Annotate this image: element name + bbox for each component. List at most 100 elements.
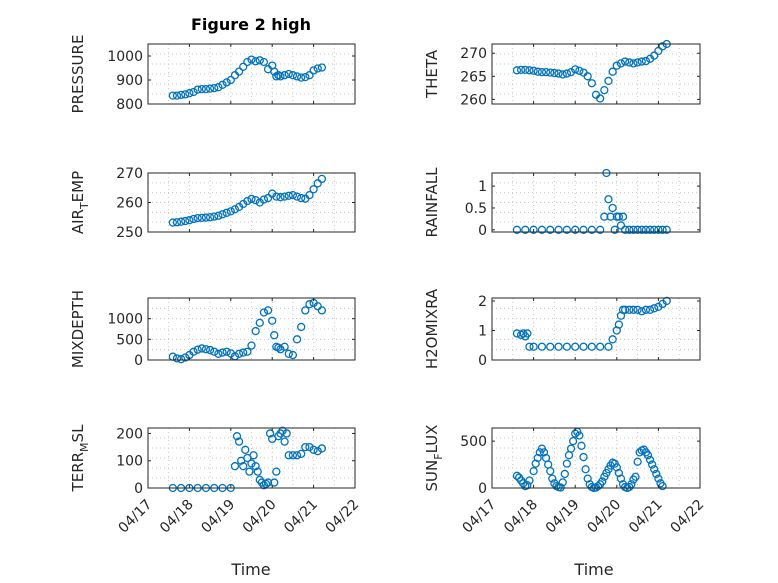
data-point xyxy=(610,225,619,234)
data-point xyxy=(579,342,588,351)
y-tick-label: 260 xyxy=(460,92,487,108)
x-axis-label-left: Time xyxy=(230,560,270,579)
data-point xyxy=(241,445,250,454)
data-point xyxy=(620,57,630,66)
data-point xyxy=(537,68,547,77)
data-point xyxy=(197,84,206,94)
data-point xyxy=(313,302,322,311)
data-point xyxy=(243,347,252,356)
x-axis-label-right: Time xyxy=(573,560,613,579)
subplot-5: 0 500 1000 MIXDEPTH xyxy=(69,290,356,369)
data-point xyxy=(571,65,580,74)
data-point xyxy=(645,225,655,234)
y-tick-label: 270 xyxy=(460,46,487,62)
data-point xyxy=(575,431,584,440)
data-point xyxy=(265,429,275,438)
data-point xyxy=(616,474,626,483)
data-point xyxy=(201,213,211,222)
data-point xyxy=(305,442,314,452)
data-point xyxy=(554,69,563,78)
data-point xyxy=(205,213,215,222)
data-point xyxy=(650,51,659,60)
y-axis-label: SUNFLUX xyxy=(423,425,445,492)
data-point xyxy=(243,196,252,206)
data-point xyxy=(234,349,244,358)
y-tick-label: 500 xyxy=(116,332,143,348)
data-point xyxy=(583,474,592,483)
data-point xyxy=(654,474,663,483)
data-point xyxy=(596,94,605,103)
data-point xyxy=(176,217,186,226)
data-point xyxy=(629,305,638,314)
x-tick-label: 04/20 xyxy=(240,497,280,537)
y-tick-label: 200 xyxy=(116,426,143,442)
data-point xyxy=(541,68,551,77)
data-point xyxy=(606,212,615,221)
data-point xyxy=(185,216,194,225)
data-point xyxy=(261,479,271,489)
data-point xyxy=(245,467,254,476)
data-point xyxy=(259,481,269,490)
data-point xyxy=(185,89,194,98)
y-axis-label: MIXDEPTH xyxy=(69,290,87,368)
data-point xyxy=(554,225,563,234)
data-point xyxy=(625,58,634,67)
data-point xyxy=(633,225,642,234)
subplot-8: 0 500 04/17 04/18 04/19 04/20 04/21 04/22 SUNFLU… xyxy=(423,425,707,537)
data-point xyxy=(214,83,223,92)
data-point xyxy=(608,203,617,213)
data-point xyxy=(566,444,576,453)
data-point xyxy=(172,218,182,227)
data-point xyxy=(562,342,572,351)
data-point xyxy=(301,306,310,315)
data-point xyxy=(612,463,621,472)
x-tick-label: 04/19 xyxy=(543,497,583,537)
data-point xyxy=(197,344,206,353)
data-point xyxy=(297,449,306,459)
x-tick-label: 04/17 xyxy=(116,497,156,537)
data-point xyxy=(247,55,256,64)
data-point xyxy=(234,437,244,446)
y-tick-label: 0 xyxy=(478,223,487,239)
data-point xyxy=(604,342,613,351)
data-point xyxy=(625,305,634,314)
data-point xyxy=(210,84,219,93)
data-point xyxy=(512,329,522,338)
data-point xyxy=(181,216,190,226)
data-point xyxy=(641,225,651,234)
data-point xyxy=(222,208,231,217)
data-point xyxy=(523,329,532,338)
data-point xyxy=(189,214,198,224)
data-point xyxy=(226,75,235,85)
data-point xyxy=(648,460,657,469)
x-tick-label: 04/17 xyxy=(460,497,500,537)
data-point xyxy=(633,457,642,466)
data-point xyxy=(641,56,651,66)
data-point xyxy=(282,429,291,438)
data-point xyxy=(280,437,289,446)
data-point xyxy=(618,212,628,221)
data-point xyxy=(259,195,269,204)
data-point xyxy=(587,79,596,88)
data-point xyxy=(226,207,235,216)
data-point xyxy=(614,212,624,221)
data-point xyxy=(525,342,534,351)
data-point xyxy=(583,72,592,81)
data-point xyxy=(568,436,578,446)
y-tick-label: 1000 xyxy=(107,312,143,328)
subplot-2: 260 265 270 THETA xyxy=(423,39,701,108)
data-point xyxy=(616,221,626,230)
data-point xyxy=(251,195,260,205)
data-point xyxy=(616,59,626,68)
data-point xyxy=(658,225,667,234)
data-point xyxy=(643,451,653,460)
data-point xyxy=(205,84,215,93)
subplot-6: 0 1 2 H2OMIXRA xyxy=(423,288,701,369)
data-point xyxy=(641,305,651,314)
y-tick-label: 1 xyxy=(478,179,487,195)
data-point xyxy=(280,192,289,201)
data-point xyxy=(317,306,327,315)
data-point xyxy=(533,453,542,463)
data-point xyxy=(276,193,285,202)
